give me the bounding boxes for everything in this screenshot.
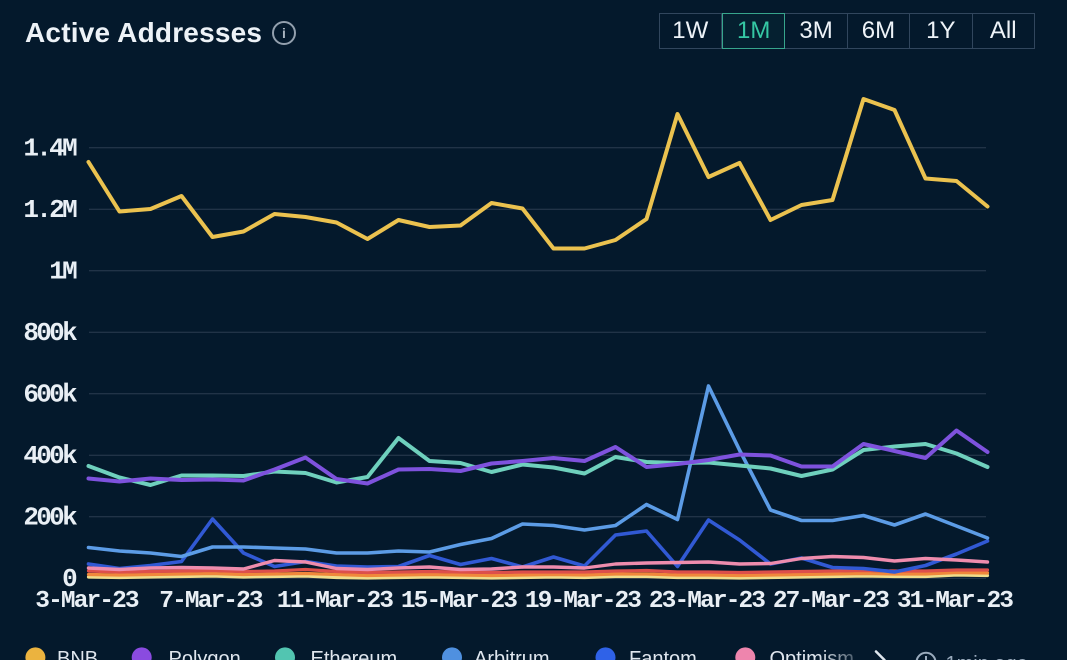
svg-text:Arbitrum: Arbitrum <box>474 648 550 660</box>
svg-text:Ethereum: Ethereum <box>311 648 398 660</box>
svg-text:1min ago: 1min ago <box>946 653 1028 660</box>
svg-text:Polygon: Polygon <box>169 648 241 660</box>
svg-text:31-Mar-23: 31-Mar-23 <box>897 588 1013 615</box>
svg-text:800k: 800k <box>23 318 77 348</box>
svg-text:3-Mar-23: 3-Mar-23 <box>35 588 139 615</box>
svg-text:Fantom: Fantom <box>629 648 697 660</box>
svg-text:1.2M: 1.2M <box>23 195 77 225</box>
svg-text:1M: 1M <box>49 257 77 287</box>
svg-text:7-Mar-23: 7-Mar-23 <box>159 588 263 615</box>
svg-text:400k: 400k <box>23 441 77 471</box>
svg-text:BNB: BNB <box>57 648 98 660</box>
svg-text:600k: 600k <box>23 380 77 410</box>
svg-text:15-Mar-23: 15-Mar-23 <box>401 588 517 615</box>
svg-text:1.4M: 1.4M <box>23 134 77 164</box>
svg-text:23-Mar-23: 23-Mar-23 <box>649 588 765 615</box>
svg-text:200k: 200k <box>23 503 77 533</box>
svg-text:11-Mar-23: 11-Mar-23 <box>277 588 393 615</box>
svg-text:19-Mar-23: 19-Mar-23 <box>525 588 641 615</box>
svg-text:27-Mar-23: 27-Mar-23 <box>773 588 889 615</box>
